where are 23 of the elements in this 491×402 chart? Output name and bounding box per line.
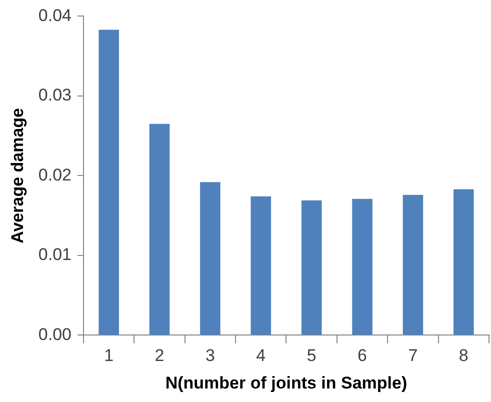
bar (352, 198, 372, 335)
bar (149, 124, 170, 335)
x-tick-label: 7 (408, 346, 418, 366)
x-tick-label: 6 (358, 346, 368, 366)
bar (454, 189, 474, 335)
y-tick-label: 0.01 (38, 245, 72, 264)
y-tick-label: 0.00 (38, 324, 72, 344)
x-tick-label: 1 (104, 346, 114, 366)
x-tick-label: 2 (154, 346, 164, 366)
y-axis-title: Average damage (8, 108, 27, 244)
x-axis-title: N(number of joints in Sample) (165, 373, 408, 392)
x-tick-label: 5 (306, 346, 316, 366)
bar (250, 196, 272, 335)
x-tick-label: 8 (458, 346, 468, 366)
x-tick-label: 4 (256, 346, 266, 366)
bar (200, 182, 220, 335)
y-tick-label: 0.03 (38, 86, 72, 105)
y-tick-label: 0.04 (38, 6, 72, 25)
y-tick-label: 0.02 (38, 165, 72, 184)
bar (98, 30, 119, 335)
x-tick-label: 3 (205, 346, 215, 366)
bar (301, 200, 322, 335)
bar (402, 194, 424, 335)
